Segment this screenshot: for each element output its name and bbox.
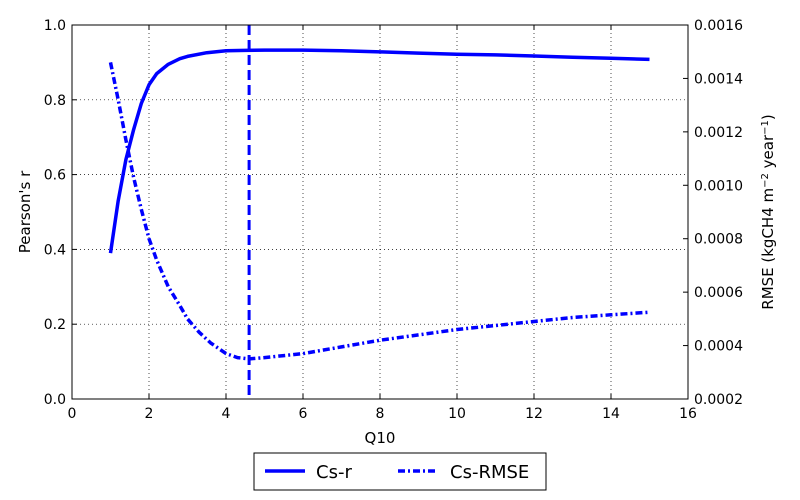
x-tick-label: 4 <box>222 406 231 422</box>
y-tick-label-right: 0.0004 <box>694 339 743 355</box>
y-tick-label-right: 0.0014 <box>694 71 743 87</box>
y-tick-label-left: 0.2 <box>44 317 66 333</box>
x-tick-label: 14 <box>602 406 620 422</box>
y-axis-label-left: Pearson's r <box>16 170 34 253</box>
x-tick-label: 2 <box>145 406 154 422</box>
y-tick-label-left: 0.6 <box>44 168 66 184</box>
series-line-cs-rmse <box>108 62 650 361</box>
ticks <box>71 24 689 400</box>
y-tick-label-right: 0.0008 <box>694 232 743 248</box>
y-tick-label-right: 0.0006 <box>694 285 743 301</box>
x-tick-label: 10 <box>448 406 466 422</box>
x-tick-label: 6 <box>299 406 308 422</box>
y-tick-label-left: 0.8 <box>44 93 66 109</box>
legend-label-cs-rmse: Cs-RMSE <box>450 462 529 483</box>
y-tick-label-left: 0.0 <box>44 392 66 408</box>
x-axis-label: Q10 <box>365 429 396 447</box>
x-tick-label: 12 <box>525 406 543 422</box>
x-tick-label: 8 <box>376 406 385 422</box>
y-axis-label-right: RMSE (kgCH4 m−2 year−1) <box>759 114 777 309</box>
x-tick-label: 0 <box>68 406 77 422</box>
legend-label-cs-r: Cs-r <box>316 462 352 483</box>
grid <box>72 25 688 399</box>
y-tick-label-right: 0.0012 <box>694 125 743 141</box>
y-tick-label-right: 0.0010 <box>694 178 743 194</box>
y-tick-label-left: 0.4 <box>44 242 66 258</box>
x-tick-label: 16 <box>679 406 697 422</box>
tick-labels: 0 2 4 6 8 10 12 14 16 0.0 0.2 0.4 0.6 0.8 1.0 0.0002 0.0… <box>44 18 743 422</box>
y-tick-label-left: 1.0 <box>44 18 66 34</box>
y-tick-label-right: 0.0002 <box>694 392 743 408</box>
series-line-cs-r <box>108 48 650 254</box>
y-tick-label-right: 0.0016 <box>694 18 743 34</box>
legend: Cs-r Cs-RMSE <box>253 452 547 491</box>
series-layer <box>108 25 650 399</box>
